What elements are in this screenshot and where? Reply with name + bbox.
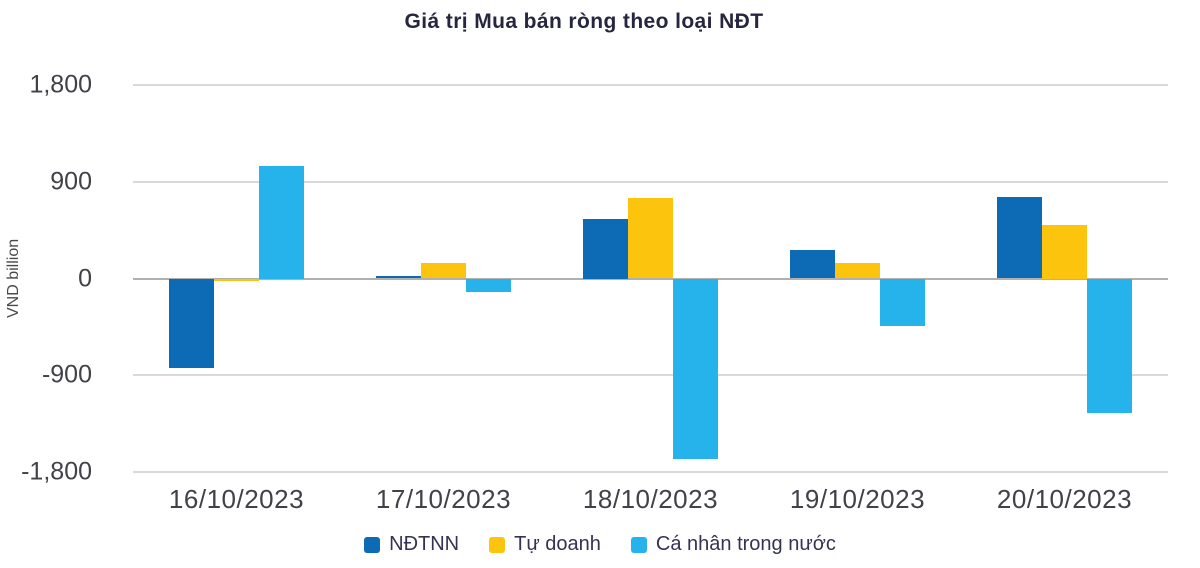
x-axis-label: 18/10/2023 bbox=[582, 484, 719, 514]
x-axis-label: 17/10/2023 bbox=[375, 484, 512, 514]
gridline-0 bbox=[133, 277, 1168, 280]
legend-swatch-icon bbox=[364, 536, 381, 553]
bar-nđtnn-16-10-2023 bbox=[169, 278, 214, 368]
bar-cá-nhân-trong-nước-16-10-2023 bbox=[259, 165, 304, 279]
legend-swatch-icon bbox=[630, 536, 647, 553]
y-tick-label: -900 bbox=[41, 360, 92, 389]
y-tick-label: 900 bbox=[50, 167, 92, 196]
bar-cá-nhân-trong-nước-17-10-2023 bbox=[466, 278, 511, 293]
legend-item-nđtnn: NĐTNN bbox=[364, 533, 459, 556]
y-tick-label: -1,800 bbox=[21, 457, 92, 486]
legend-item-cá-nhân-trong-nước: Cá nhân trong nước bbox=[630, 533, 836, 556]
legend-item-tự-doanh: Tự doanh bbox=[489, 533, 601, 556]
legend-label: Cá nhân trong nước bbox=[655, 533, 836, 555]
gridline-1,800 bbox=[133, 84, 1168, 86]
legend-swatch-icon bbox=[489, 536, 506, 553]
chart-legend: NĐTNN Tự doanh Cá nhân trong nước bbox=[0, 533, 1200, 556]
bar-cá-nhân-trong-nước-19-10-2023 bbox=[880, 278, 925, 326]
bar-nđtnn-17-10-2023 bbox=[376, 276, 421, 279]
x-axis-label: 20/10/2023 bbox=[996, 484, 1133, 514]
bar-cá-nhân-trong-nước-18-10-2023 bbox=[673, 278, 718, 459]
chart-title: Giá trị Mua bán ròng theo loại NĐT bbox=[404, 10, 764, 33]
x-axis-label: 16/10/2023 bbox=[168, 484, 305, 514]
bar-nđtnn-20-10-2023 bbox=[997, 197, 1042, 279]
bar-tự-doanh-20-10-2023 bbox=[1042, 224, 1087, 279]
gridline--1,800 bbox=[133, 471, 1168, 473]
bar-nđtnn-18-10-2023 bbox=[583, 219, 628, 279]
x-axis-label: 19/10/2023 bbox=[789, 484, 926, 514]
bar-tự-doanh-17-10-2023 bbox=[421, 262, 466, 279]
bar-nđtnn-19-10-2023 bbox=[790, 250, 835, 279]
plot-area: 1,800 900 0 -900 -1,800 16/10/2023 17/10/2023 1… bbox=[21, 72, 1168, 514]
gridline--900 bbox=[133, 374, 1168, 377]
y-tick-label: 0 bbox=[78, 264, 92, 292]
gridline-900 bbox=[133, 180, 1168, 183]
bar-tự-doanh-18-10-2023 bbox=[628, 198, 673, 279]
bar-tự-doanh-16-10-2023 bbox=[214, 278, 259, 281]
y-tick-label: 1,800 bbox=[29, 70, 92, 99]
legend-label: Tự doanh bbox=[514, 533, 601, 555]
bar-tự-doanh-19-10-2023 bbox=[835, 262, 880, 279]
bar-cá-nhân-trong-nước-20-10-2023 bbox=[1087, 278, 1132, 413]
legend-label: NĐTNN bbox=[389, 533, 460, 555]
